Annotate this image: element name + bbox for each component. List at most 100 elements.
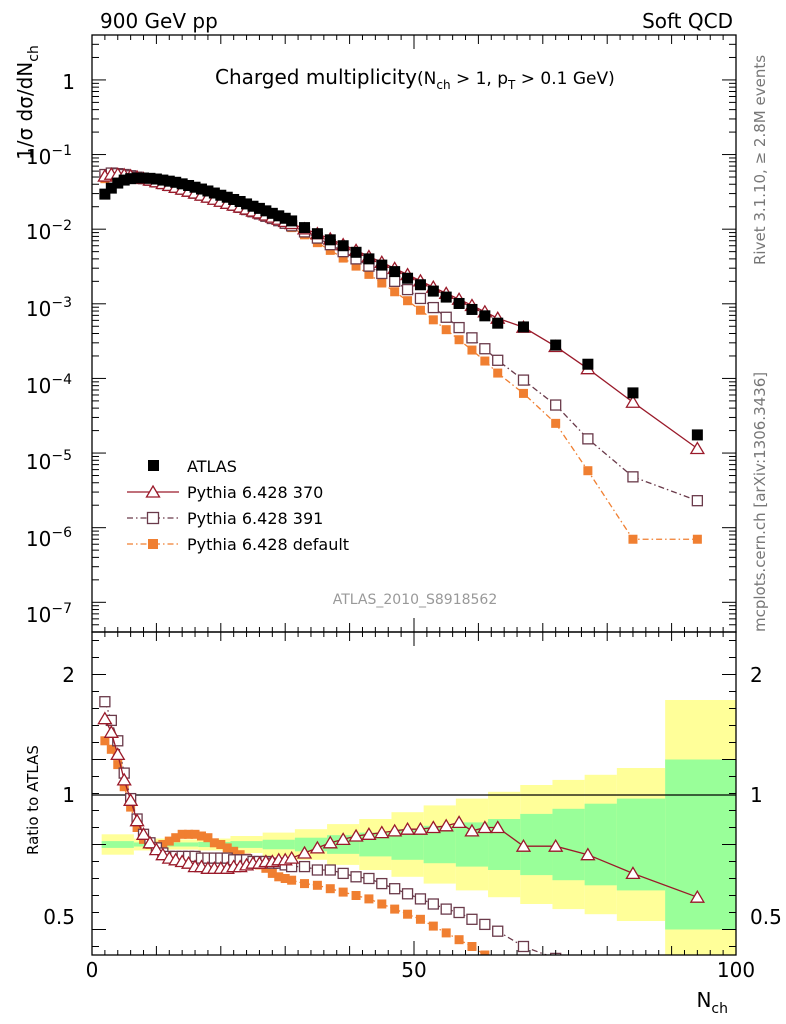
ratio-point-pythia-6-428-default-1 [106,744,116,754]
chart-title: Charged multiplicity(Nch > 1, pT > 0.1 G… [215,65,615,92]
main-point-atlas-7 [144,172,156,184]
ratio-point-pythia-6-428-default-5 [132,823,142,832]
main-point-atlas-31 [311,228,323,240]
legend: ATLAS Pythia 6.428 370 Pythia 6.428 391 … [127,457,349,554]
ratio-point-pythia-6-428-391-31 [311,864,324,876]
ratio-point-pythia-6-428-391-38 [401,888,414,900]
ratio-point-pythia-6-428-370-31 [309,840,326,854]
main-point-pythia-6-428-391-48 [582,433,594,445]
main-point-pythia-6-428-391-40 [427,301,439,314]
ratio-point-pythia-6-428-370-6 [135,827,152,840]
ratio-axis-ticks [91,632,737,955]
ratio-point-pythia-6-428-default-40 [428,921,438,931]
y-tick-label-1e-6: 10−6 [26,525,72,551]
main-series-layer [97,166,705,544]
ratio-point-pythia-6-428-default-32 [325,884,335,894]
ratio-point-pythia-6-428-370-43 [464,823,480,837]
ratio-tick-0.5-right: 0.5 [750,905,782,929]
main-point-atlas-23 [247,200,259,212]
ratio-band-inner-15 [584,803,617,886]
ratio-series-layer [97,696,705,986]
legend-label-pythia-370: Pythia 6.428 370 [187,483,323,502]
ratio-tick-1-left: 1 [62,783,75,807]
ratio-point-pythia-6-428-default-11 [171,833,181,843]
ratio-point-pythia-6-428-370-5 [129,813,145,827]
ratio-point-pythia-6-428-370-41 [438,818,454,832]
ratio-point-pythia-6-428-370-46 [515,838,532,852]
header-right-label: Soft QCD [642,9,733,33]
ratio-point-pythia-6-428-370-45 [490,820,506,834]
ratio-point-pythia-6-428-default-2 [113,760,123,770]
main-point-pythia-6-428-default-44 [480,356,490,366]
main-point-atlas-25 [260,205,272,217]
ratio-point-pythia-6-428-default-38 [403,909,413,919]
x-tick-label-50: 50 [401,958,426,982]
ratio-point-pythia-6-428-391-0 [99,696,111,708]
legend-marker-pythia-370 [145,484,161,498]
main-point-pythia-6-428-default-45 [493,368,503,378]
main-point-pythia-6-428-370-50 [689,441,705,455]
ratio-point-pythia-6-428-default-17 [209,838,219,848]
main-point-atlas-24 [253,202,265,214]
ratio-point-pythia-6-428-default-45 [493,959,502,968]
main-point-pythia-6-428-default-35 [364,269,374,279]
ratio-point-pythia-6-428-370-35 [361,827,377,840]
ratio-point-pythia-6-428-370-34 [348,828,364,842]
main-axis-ticks [91,34,737,633]
ratio-y-axis-label: Ratio to ATLAS [24,745,42,855]
main-y-tick-labels: 1 10−1 10−2 10−3 10−4 10−5 10−6 10−7 [26,70,75,627]
ratio-point-pythia-6-428-391-40 [427,898,439,910]
ratio-point-pythia-6-428-391-42 [453,906,465,919]
main-point-atlas-1 [105,182,117,194]
ratio-point-pythia-6-428-370-37 [387,823,403,837]
y-tick-label-1e-1: 10−1 [26,143,72,169]
y-tick-label-1e-3: 10−3 [26,295,72,321]
ratio-point-pythia-6-428-default-43 [467,942,477,951]
main-point-atlas-5 [131,172,143,184]
ratio-point-pythia-6-428-default-28 [280,874,290,883]
x-axis-label: Nch [696,988,728,1017]
ratio-point-pythia-6-428-default-14 [190,829,200,839]
ratio-band-inner-12 [488,819,521,870]
ratio-point-pythia-6-428-default-41 [441,928,451,938]
ratio-point-pythia-6-428-391-37 [389,883,401,895]
ratio-point-pythia-6-428-default-10 [164,836,174,846]
ratio-point-pythia-6-428-391-35 [363,872,375,885]
ratio-tick-1-right: 1 [750,783,763,807]
main-point-pythia-6-428-391-47 [550,399,562,411]
main-point-pythia-6-428-391-46 [517,374,530,386]
ratio-point-pythia-6-428-default-35 [364,894,374,904]
ratio-point-pythia-6-428-default-36 [377,899,387,909]
main-point-atlas-49 [627,387,639,399]
ratio-point-pythia-6-428-391-49 [628,976,638,986]
ratio-point-pythia-6-428-370-33 [335,832,351,846]
main-point-pythia-6-428-default-34 [351,261,361,271]
ratio-point-pythia-6-428-default-3 [119,782,129,792]
ratio-point-pythia-6-428-391-34 [350,871,362,883]
main-point-atlas-21 [234,195,246,207]
ratio-point-pythia-6-428-default-4 [126,802,136,812]
main-point-pythia-6-428-default-36 [377,278,387,288]
ratio-point-pythia-6-428-default-44 [480,950,490,955]
main-point-pythia-6-428-default-33 [338,253,348,263]
main-point-atlas-43 [466,303,478,315]
ratio-point-pythia-6-428-default-30 [300,879,310,889]
ratio-point-pythia-6-428-370-38 [399,821,416,835]
legend-entry-pythia-391: Pythia 6.428 391 [127,509,323,528]
main-point-atlas-16 [202,185,214,197]
main-point-atlas-32 [324,234,336,246]
main-point-atlas-47 [550,339,562,351]
ratio-point-pythia-6-428-370-29 [284,850,300,864]
main-point-pythia-6-428-391-41 [440,311,452,323]
x-tick-label-0: 0 [86,958,99,982]
ratio-point-pythia-6-428-391-33 [337,867,349,880]
ratio-point-pythia-6-428-default-15 [196,831,206,841]
legend-marker-atlas [148,460,159,471]
ratio-point-pythia-6-428-default-31 [312,880,322,890]
ratio-point-pythia-6-428-391-43 [466,913,478,925]
ratio-point-pythia-6-428-370-44 [477,820,493,834]
ratio-point-pythia-6-428-default-39 [415,914,425,924]
main-point-pythia-6-428-default-39 [415,305,425,315]
ratio-band-inner-2 [166,842,199,847]
